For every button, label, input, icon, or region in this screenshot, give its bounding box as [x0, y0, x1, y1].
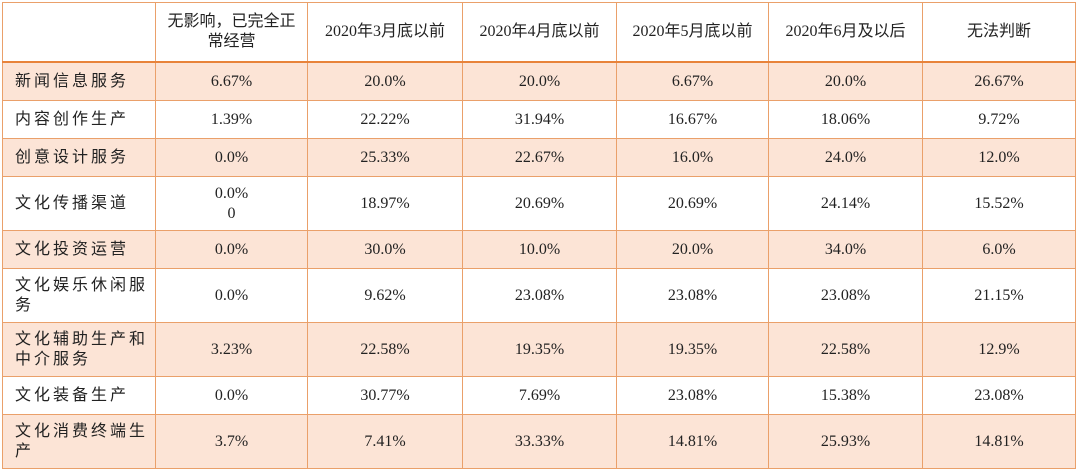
- header-cell: 2020年5月底以前: [616, 2, 769, 63]
- value-cell: 23.08%: [462, 268, 617, 323]
- header-cell: 无影响，已完全正常经营: [155, 2, 308, 63]
- value-cell: 25.33%: [307, 138, 463, 177]
- value-cell: 21.15%: [922, 268, 1076, 323]
- value-cell: 24.14%: [768, 176, 923, 231]
- value-cell: 9.62%: [307, 268, 463, 323]
- header-cell: 2020年4月底以前: [462, 2, 617, 63]
- row-label: 内容创作生产: [2, 100, 156, 139]
- value-cell: 16.67%: [616, 100, 769, 139]
- value-cell: 3.23%: [155, 322, 308, 377]
- value-cell: 30.77%: [307, 376, 463, 415]
- table-row: 内容创作生产 1.39% 22.22% 31.94% 16.67% 18.06% 9.72%: [2, 100, 1076, 139]
- value-cell: 24.0%: [768, 138, 923, 177]
- value-cell: 0.0%: [155, 268, 308, 323]
- value-cell: 9.72%: [922, 100, 1076, 139]
- value-cell: 12.9%: [922, 322, 1076, 377]
- row-label: 文化投资运营: [2, 230, 156, 269]
- table-row: 文化装备生产 0.0% 30.77% 7.69% 23.08% 15.38% 23.08%: [2, 376, 1076, 415]
- row-label: 文化娱乐休闲服务: [2, 268, 156, 323]
- value-cell: 22.22%: [307, 100, 463, 139]
- value-cell: 10.0%: [462, 230, 617, 269]
- data-table: 无影响，已完全正常经营 2020年3月底以前 2020年4月底以前 2020年5月底以…: [2, 2, 1076, 469]
- header-row: 无影响，已完全正常经营 2020年3月底以前 2020年4月底以前 2020年5月底以…: [2, 2, 1076, 63]
- value-cell: 0.0% 0: [155, 176, 308, 231]
- value-cell: 19.35%: [462, 322, 617, 377]
- value-cell: 12.0%: [922, 138, 1076, 177]
- value-cell: 14.81%: [616, 414, 769, 469]
- row-label: 文化装备生产: [2, 376, 156, 415]
- value-cell: 26.67%: [922, 61, 1076, 101]
- row-label: 文化辅助生产和中介服务: [2, 322, 156, 377]
- value-cell: 0.0%: [155, 138, 308, 177]
- table-row: 文化娱乐休闲服务 0.0% 9.62% 23.08% 23.08% 23.08% 21.15…: [2, 268, 1076, 323]
- value-cell: 20.69%: [462, 176, 617, 231]
- value-cell: 6.67%: [616, 61, 769, 101]
- value-cell: 1.39%: [155, 100, 308, 139]
- value-cell: 3.7%: [155, 414, 308, 469]
- value-cell: 14.81%: [922, 414, 1076, 469]
- header-cell: 无法判断: [922, 2, 1076, 63]
- value-cell: 0.0%: [155, 230, 308, 269]
- table-row: 新闻信息服务 6.67% 20.0% 20.0% 6.67% 20.0% 26.67%: [2, 61, 1076, 101]
- value-cell: 7.41%: [307, 414, 463, 469]
- table-row: 文化投资运营 0.0% 30.0% 10.0% 20.0% 34.0% 6.0%: [2, 230, 1076, 269]
- value-cell: 23.08%: [616, 376, 769, 415]
- value-cell: 20.69%: [616, 176, 769, 231]
- value-cell: 20.0%: [768, 61, 923, 101]
- value-cell: 23.08%: [616, 268, 769, 323]
- value-cell: 18.06%: [768, 100, 923, 139]
- value-cell: 23.08%: [768, 268, 923, 323]
- table-row: 文化传播渠道 0.0% 0 18.97% 20.69% 20.69% 24.14% 15.5…: [2, 176, 1076, 231]
- value-cell: 25.93%: [768, 414, 923, 469]
- header-cell: 2020年6月及以后: [768, 2, 923, 63]
- value-cell: 0.0%: [155, 376, 308, 415]
- value-cell: 20.0%: [462, 61, 617, 101]
- header-cell: 2020年3月底以前: [307, 2, 463, 63]
- value-cell: 20.0%: [616, 230, 769, 269]
- value-cell: 19.35%: [616, 322, 769, 377]
- value-cell: 22.58%: [768, 322, 923, 377]
- value-cell: 15.52%: [922, 176, 1076, 231]
- table-body: 新闻信息服务 6.67% 20.0% 20.0% 6.67% 20.0% 26.67% 内容创…: [2, 61, 1076, 469]
- value-cell: 33.33%: [462, 414, 617, 469]
- value-cell: 31.94%: [462, 100, 617, 139]
- table-row: 文化辅助生产和中介服务 3.23% 22.58% 19.35% 19.35% 22.58%…: [2, 322, 1076, 377]
- value-cell: 34.0%: [768, 230, 923, 269]
- value-cell: 6.67%: [155, 61, 308, 101]
- row-label: 文化消费终端生产: [2, 414, 156, 469]
- table-row: 创意设计服务 0.0% 25.33% 22.67% 16.0% 24.0% 12.0%: [2, 138, 1076, 177]
- value-cell: 6.0%: [922, 230, 1076, 269]
- row-label: 文化传播渠道: [2, 176, 156, 231]
- table-row: 文化消费终端生产 3.7% 7.41% 33.33% 14.81% 25.93% 14.81…: [2, 414, 1076, 469]
- header-cell: [2, 2, 156, 63]
- value-cell: 23.08%: [922, 376, 1076, 415]
- value-cell: 18.97%: [307, 176, 463, 231]
- value-cell: 16.0%: [616, 138, 769, 177]
- row-label: 新闻信息服务: [2, 61, 156, 101]
- value-cell: 20.0%: [307, 61, 463, 101]
- value-cell: 22.67%: [462, 138, 617, 177]
- value-cell: 30.0%: [307, 230, 463, 269]
- table-header: 无影响，已完全正常经营 2020年3月底以前 2020年4月底以前 2020年5月底以…: [2, 2, 1076, 63]
- row-label: 创意设计服务: [2, 138, 156, 177]
- value-cell: 7.69%: [462, 376, 617, 415]
- value-cell: 22.58%: [307, 322, 463, 377]
- value-cell: 15.38%: [768, 376, 923, 415]
